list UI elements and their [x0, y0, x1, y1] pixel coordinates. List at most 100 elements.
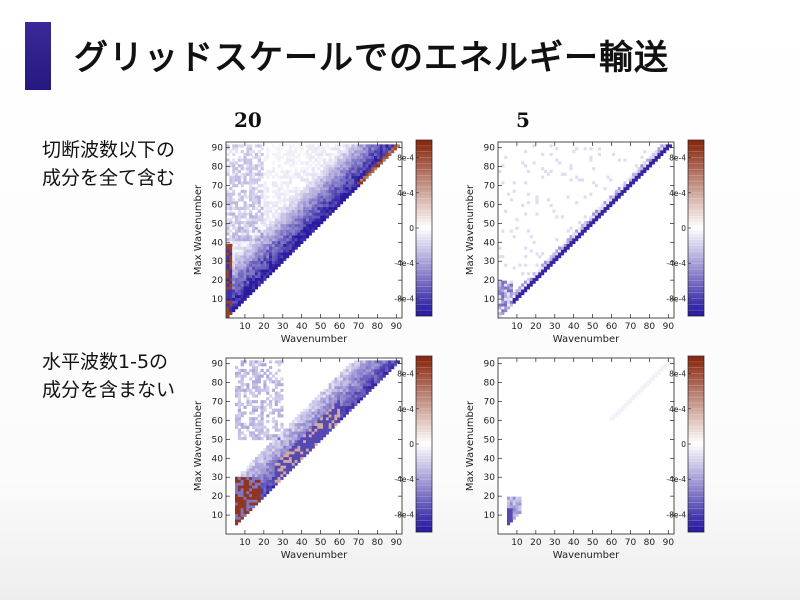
heatmap-cell	[263, 459, 267, 463]
heatmap-cell	[266, 269, 270, 273]
heatmap-cell	[274, 360, 278, 364]
heatmap-cell	[368, 172, 372, 176]
heatmap-cell	[305, 411, 310, 415]
colorbar-band	[416, 184, 432, 188]
heatmap-cell	[501, 181, 505, 185]
heatmap-cell	[501, 255, 505, 259]
heatmap-cell	[334, 195, 338, 199]
heatmap-cell	[640, 155, 644, 159]
heatmap-cell	[314, 439, 318, 443]
heatmap-cell	[263, 158, 267, 162]
heatmap-cell	[314, 184, 318, 188]
x-tick-label: 80	[644, 538, 656, 548]
colorbar-band	[688, 254, 704, 258]
heatmap-cell	[388, 366, 392, 370]
heatmap-cell	[243, 479, 247, 483]
colorbar-tick-label: -8e-4	[666, 294, 686, 303]
heatmap-cell	[362, 175, 366, 179]
heatmap-cell	[359, 152, 364, 157]
heatmap-cell	[269, 394, 273, 398]
heatmap-cell	[288, 181, 293, 185]
heatmap-cell	[337, 405, 341, 409]
heatmap-cell	[232, 181, 236, 185]
heatmap-cell	[263, 201, 267, 205]
heatmap-cell	[308, 221, 312, 225]
heatmap-cell	[569, 178, 573, 182]
heatmap-cell	[249, 391, 253, 395]
heatmap-cell	[243, 510, 247, 514]
heatmap-cell	[320, 215, 324, 219]
heatmap-cell	[362, 158, 366, 162]
heatmap-cell	[340, 169, 344, 174]
heatmap-cell	[286, 192, 290, 196]
heatmap-cell	[266, 175, 270, 179]
heatmap-cell	[515, 226, 519, 230]
heatmap-cell	[237, 286, 241, 290]
heatmap-cell	[269, 272, 273, 276]
heatmap-cell	[288, 226, 293, 230]
heatmap-cell	[354, 383, 358, 387]
heatmap-cell	[612, 152, 616, 157]
heatmap-cell	[249, 280, 253, 284]
heatmap-cell	[334, 419, 338, 424]
heatmap-cell	[501, 311, 505, 315]
heatmap-cell	[342, 391, 346, 395]
heatmap-cell	[351, 144, 355, 148]
heatmap-cell	[311, 411, 315, 415]
heatmap-cell	[328, 164, 332, 168]
heatmap-cell	[354, 377, 358, 381]
heatmap-cell	[305, 221, 310, 225]
heatmap-cell	[345, 405, 349, 409]
heatmap-cell	[337, 417, 341, 421]
heatmap-cell	[300, 206, 304, 210]
heatmap-cell	[263, 260, 267, 264]
heatmap-cell	[274, 397, 278, 401]
heatmap-cell	[283, 439, 287, 443]
heatmap-cell	[237, 209, 241, 213]
heatmap-cell	[504, 286, 508, 290]
heatmap-cell	[229, 186, 233, 191]
heatmap-cell	[240, 272, 244, 276]
heatmap-cell	[365, 161, 369, 165]
heatmap-cell	[297, 434, 301, 438]
heatmap-cell	[320, 150, 324, 154]
heatmap-cell	[266, 246, 270, 250]
heatmap-cell	[294, 229, 298, 233]
heatmap-cell	[269, 476, 273, 480]
heatmap-cell	[271, 471, 276, 475]
heatmap-cell	[294, 212, 298, 216]
heatmap-cell	[351, 181, 355, 185]
heatmap-cell	[283, 209, 287, 213]
heatmap-cell	[631, 181, 636, 185]
colorbar-band	[416, 254, 432, 258]
heatmap-cell	[311, 422, 315, 426]
heatmap-cell	[257, 272, 261, 276]
heatmap-cell	[237, 405, 241, 409]
heatmap-cell	[237, 155, 241, 159]
heatmap-cell	[269, 448, 273, 452]
heatmap-cell	[271, 411, 276, 415]
heatmap-cell	[240, 476, 244, 480]
heatmap-cell	[558, 161, 562, 165]
heatmap-cell	[382, 366, 386, 370]
heatmap-cell	[269, 243, 273, 247]
heatmap-cell	[249, 388, 253, 392]
heatmap-cell	[288, 451, 293, 455]
heatmap-cell	[348, 366, 352, 370]
heatmap-cell	[297, 198, 301, 202]
heatmap-cell	[342, 147, 346, 151]
heatmap-cell	[254, 243, 258, 247]
colorbar-band	[416, 361, 432, 365]
heatmap-cell	[280, 206, 284, 210]
heatmap-cell	[249, 186, 253, 191]
heatmap-cell	[254, 155, 258, 159]
colorbar-band	[688, 157, 704, 161]
heatmap-cell	[294, 428, 298, 432]
heatmap-cell	[303, 209, 307, 213]
heatmap-cell	[280, 414, 284, 418]
heatmap-cell	[286, 431, 290, 435]
heatmap-cell	[648, 158, 653, 162]
heatmap-cell	[240, 377, 244, 381]
heatmap-cell	[249, 249, 253, 253]
heatmap-cell	[226, 243, 230, 247]
